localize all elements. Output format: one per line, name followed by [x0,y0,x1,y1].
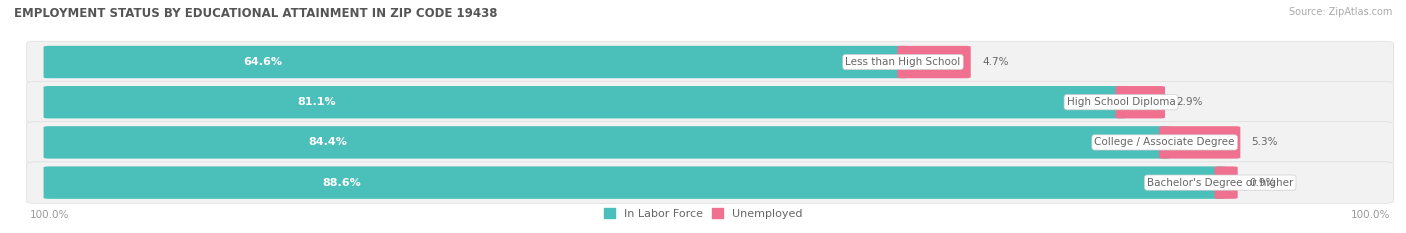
FancyBboxPatch shape [1215,166,1237,199]
Text: 64.6%: 64.6% [243,57,283,67]
FancyBboxPatch shape [44,126,1170,159]
FancyBboxPatch shape [1159,126,1240,159]
FancyBboxPatch shape [27,81,1393,123]
FancyBboxPatch shape [897,46,970,78]
Text: 81.1%: 81.1% [298,97,336,107]
FancyBboxPatch shape [1115,86,1166,118]
Text: Less than High School: Less than High School [845,57,960,67]
Text: 4.7%: 4.7% [981,57,1008,67]
Text: 88.6%: 88.6% [322,178,361,188]
Text: 100.0%: 100.0% [1351,210,1391,220]
Text: Bachelor's Degree or higher: Bachelor's Degree or higher [1147,178,1294,188]
FancyBboxPatch shape [27,162,1393,203]
Text: 100.0%: 100.0% [30,210,69,220]
Text: College / Associate Degree: College / Associate Degree [1094,137,1234,147]
Legend: In Labor Force, Unemployed: In Labor Force, Unemployed [603,208,803,219]
Text: 84.4%: 84.4% [309,137,347,147]
Text: 2.9%: 2.9% [1177,97,1202,107]
FancyBboxPatch shape [27,41,1393,83]
FancyBboxPatch shape [27,122,1393,163]
Text: Source: ZipAtlas.com: Source: ZipAtlas.com [1288,7,1392,17]
FancyBboxPatch shape [44,86,1126,118]
Text: 5.3%: 5.3% [1251,137,1278,147]
FancyBboxPatch shape [44,46,908,78]
Text: High School Diploma: High School Diploma [1067,97,1175,107]
FancyBboxPatch shape [44,166,1226,199]
Text: EMPLOYMENT STATUS BY EDUCATIONAL ATTAINMENT IN ZIP CODE 19438: EMPLOYMENT STATUS BY EDUCATIONAL ATTAINM… [14,7,498,20]
Text: 0.9%: 0.9% [1249,178,1275,188]
